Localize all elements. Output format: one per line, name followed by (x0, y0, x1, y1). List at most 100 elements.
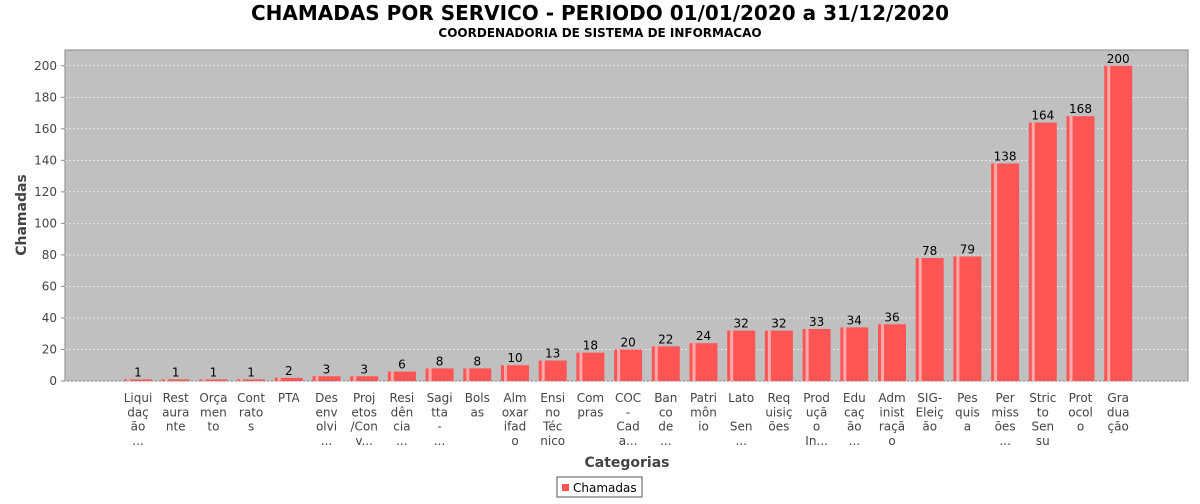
x-tick-label: Sen (1031, 420, 1054, 434)
x-tick-label: Edu (843, 391, 866, 405)
x-tick-label: io (698, 420, 709, 434)
x-tick-label: ifad (504, 420, 527, 434)
bar-highlight (579, 352, 583, 381)
data-label: 2 (285, 364, 293, 378)
x-tick-label: o (888, 434, 895, 448)
x-tick-label: rato (239, 405, 263, 419)
x-tick-label: Proj (353, 391, 375, 405)
bar-highlight (956, 256, 960, 381)
x-tick-label: s (248, 420, 254, 434)
x-tick-label: ocol (1068, 405, 1093, 419)
x-tick-label: Patri (690, 391, 717, 405)
bar-highlight (315, 376, 319, 381)
data-label: 34 (847, 313, 862, 327)
bar-highlight (504, 365, 507, 381)
data-label: 138 (994, 149, 1017, 163)
x-tick-label: Gra (1107, 391, 1129, 405)
x-tick-label: inist (879, 405, 905, 419)
data-label: 3 (323, 362, 331, 376)
x-tick-label: co (659, 405, 673, 419)
x-tick-label: ão (847, 420, 862, 434)
x-tick-label: Ensi (540, 391, 565, 405)
y-tick-label: 180 (34, 90, 57, 104)
x-tick-label: to (207, 420, 219, 434)
y-tick-label: 40 (42, 311, 57, 325)
x-tick-label: daç (127, 405, 149, 419)
x-tick-label: cia (393, 420, 410, 434)
data-label: 1 (210, 365, 218, 379)
plot-area (64, 49, 1189, 382)
bar (199, 379, 228, 381)
x-tick-label: Adm (878, 391, 905, 405)
x-tick-label: de (658, 420, 673, 434)
x-tick-label: - (437, 420, 441, 434)
bar-highlight (654, 346, 658, 381)
bar-highlight (805, 328, 809, 381)
data-label: 1 (247, 365, 255, 379)
y-tick-label: 20 (42, 342, 57, 356)
bar-highlight (390, 371, 394, 381)
x-tick-label: etos (351, 405, 377, 419)
data-label: 36 (884, 310, 899, 324)
x-tick-label: ... (396, 434, 407, 448)
data-label: 8 (473, 354, 481, 368)
x-tick-label: Prod (803, 391, 830, 405)
x-tick-label: SIG- (917, 391, 942, 405)
x-tick-label: env (315, 405, 337, 419)
x-tick-label: Cont (237, 391, 265, 405)
x-tick-label: ... (321, 434, 332, 448)
data-label: 1 (134, 365, 142, 379)
bar-highlight (1107, 65, 1111, 381)
bar (274, 377, 303, 381)
bar (161, 379, 190, 381)
x-tick-label: ão (131, 420, 146, 434)
x-tick-label: Req (767, 391, 790, 405)
x-tick-label: Orça (199, 391, 227, 405)
data-label: 20 (620, 335, 635, 349)
y-tick-label: 60 (42, 279, 57, 293)
x-tick-label: In... (805, 434, 828, 448)
bar-highlight (541, 360, 545, 381)
data-label: 13 (545, 347, 560, 361)
x-tick-label: a (964, 420, 971, 434)
x-tick-label: Ban (654, 391, 677, 405)
bar-highlight (277, 377, 281, 381)
x-tick-label: Cad (616, 420, 639, 434)
data-label: 10 (507, 351, 522, 365)
bar-highlight (692, 343, 696, 381)
y-tick-label: 200 (34, 59, 57, 73)
data-label: 32 (734, 317, 749, 331)
x-tick-label: - (626, 405, 630, 419)
x-tick-label: nte (166, 420, 186, 434)
x-tick-label: Sagi (427, 391, 453, 405)
x-tick-label: as (470, 405, 484, 419)
x-tick-label: v... (355, 434, 373, 448)
x-tick-label: Prot (1069, 391, 1093, 405)
bar-highlight (466, 368, 470, 381)
data-label: 1 (172, 365, 180, 379)
x-tick-label: PTA (278, 391, 301, 405)
x-tick-label: Rest (163, 391, 189, 405)
x-tick-label: Eleiç (916, 405, 944, 419)
x-tick-label: ão (922, 420, 937, 434)
bar-highlight (1069, 116, 1073, 381)
x-tick-label: uisiç (765, 405, 792, 419)
x-tick-label: o (813, 420, 820, 434)
data-label: 33 (809, 315, 824, 329)
y-tick-label: 100 (34, 216, 57, 230)
bar-highlight (994, 163, 998, 381)
x-tick-label: Com (577, 391, 604, 405)
bar-highlight (918, 258, 922, 381)
bar (463, 368, 492, 381)
x-tick-label: quis (955, 405, 980, 419)
data-label: 200 (1107, 52, 1130, 66)
x-tick-label: aura (162, 405, 189, 419)
x-tick-label: Liqui (124, 391, 153, 405)
x-tick-label: uçã (806, 405, 828, 419)
chart-subtitle: COORDENADORIA DE SISTEMA DE INFORMACAO (438, 26, 761, 40)
bar-highlight (127, 379, 130, 381)
bar-highlight (767, 330, 771, 381)
x-tick-label: COC (615, 391, 641, 405)
bar (124, 379, 152, 381)
bar (387, 371, 416, 381)
